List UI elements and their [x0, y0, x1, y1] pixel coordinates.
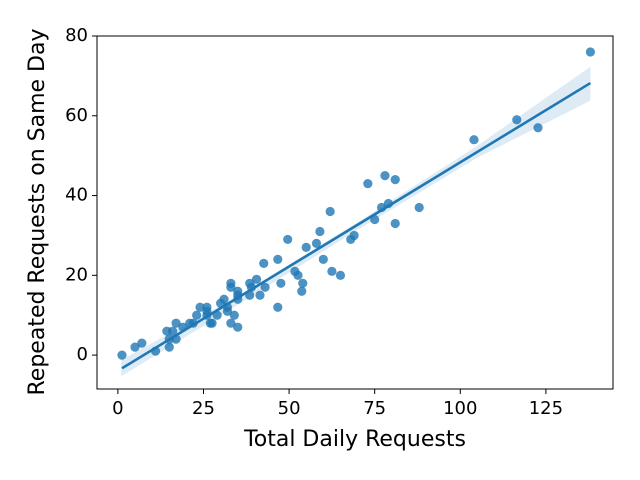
plot-frame — [96, 35, 614, 390]
point — [171, 318, 181, 328]
point — [273, 254, 283, 264]
point — [293, 270, 303, 280]
point — [226, 282, 236, 292]
x-tick-label: 25 — [192, 398, 215, 419]
point — [233, 286, 243, 296]
point — [255, 290, 265, 300]
point — [273, 302, 283, 312]
point — [219, 294, 229, 304]
point — [349, 230, 359, 241]
x-tick-label: 75 — [363, 398, 386, 419]
y-tick-label: 20 — [65, 264, 88, 285]
point — [469, 135, 479, 145]
point — [301, 242, 311, 253]
point — [195, 302, 205, 312]
point — [533, 123, 543, 133]
point — [512, 115, 522, 125]
x-tick-label: 0 — [112, 398, 123, 419]
y-axis-label: Repeated Requests on Same Day — [25, 29, 50, 396]
point — [297, 286, 307, 296]
point — [327, 266, 337, 276]
point — [311, 238, 322, 249]
point — [192, 310, 202, 320]
point — [117, 350, 127, 360]
point — [325, 206, 335, 217]
point — [315, 226, 325, 237]
point — [414, 202, 424, 213]
confidence-band — [121, 66, 591, 377]
point — [390, 218, 400, 229]
point — [233, 322, 243, 332]
point — [130, 342, 140, 352]
x-axis-label: Total Daily Requests — [243, 427, 466, 452]
point — [298, 278, 308, 288]
point — [585, 47, 596, 57]
point — [245, 278, 255, 288]
regression-line — [121, 81, 592, 370]
y-tick-label: 40 — [65, 185, 88, 206]
point — [226, 318, 236, 328]
point — [380, 171, 390, 181]
point — [276, 278, 286, 288]
x-tick-label: 50 — [278, 398, 301, 419]
point — [259, 258, 269, 268]
y-tick-label: 0 — [77, 344, 88, 365]
point — [229, 310, 239, 320]
point — [390, 174, 400, 185]
point — [164, 342, 174, 352]
point — [283, 234, 293, 245]
point — [260, 282, 270, 292]
point — [168, 326, 178, 336]
point — [202, 302, 212, 312]
point — [318, 254, 328, 264]
x-tick-label: 125 — [529, 398, 563, 419]
point — [363, 178, 373, 189]
point — [222, 306, 233, 316]
y-tick-label: 80 — [65, 25, 88, 46]
x-tick-label: 100 — [443, 398, 477, 419]
point — [207, 318, 217, 328]
point — [335, 270, 346, 280]
point — [137, 338, 147, 348]
y-tick-label: 60 — [65, 105, 88, 126]
point — [251, 274, 262, 284]
